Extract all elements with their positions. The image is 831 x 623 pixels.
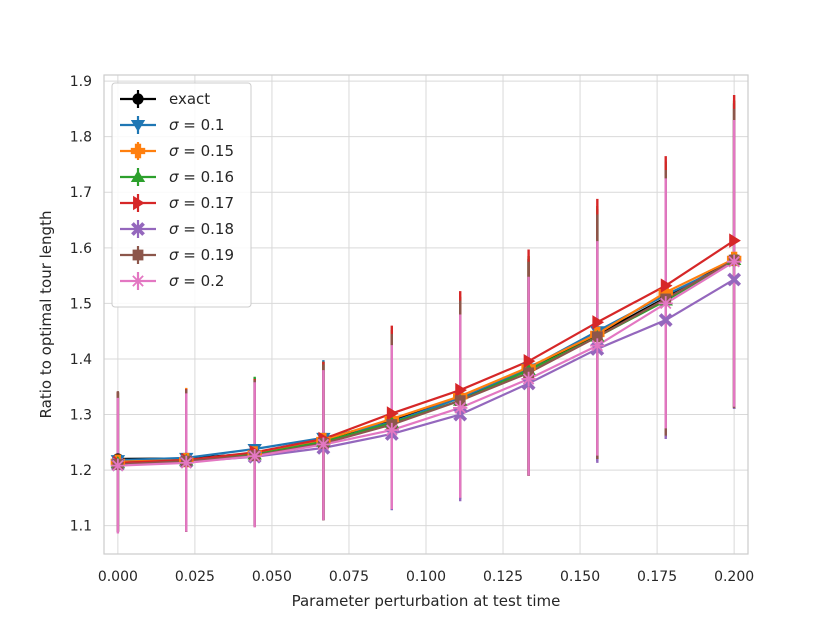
series-marker [131,222,145,236]
y-tick-label: 1.1 [70,519,92,535]
series-marker [130,273,146,289]
legend-label: σ = 0.17 [169,194,234,212]
x-axis-label: Parameter perturbation at test time [292,592,561,610]
legend-sigma-value: = 0.17 [179,194,235,212]
series-marker [521,371,536,387]
legend-sigma-value: = 0.19 [179,246,235,264]
legend-sigma-value: = 0.15 [179,142,235,160]
series-marker [658,296,673,311]
series-marker [247,449,262,464]
series-marker [729,233,741,248]
series-marker [727,272,742,287]
x-tick-label: 0.050 [252,569,292,585]
series-marker [591,331,603,343]
legend-frame [111,82,252,308]
series-lines [117,239,735,467]
y-tick-label: 1.3 [70,408,92,424]
series-marker [130,120,146,132]
series-marker [130,170,146,182]
series-marker [455,382,467,398]
legend-label: σ = 0.18 [169,220,234,238]
y-tick-label: 1.6 [70,241,92,257]
legend-sigma-value: = 0.1 [179,116,225,134]
legend: exact σ = 0.1 σ = 0.15 σ = 0.16 σ = 0.17 σ = … [111,82,252,308]
series-marker [133,195,145,211]
series-marker [132,249,144,261]
series-marker [453,400,468,416]
y-tick-label: 1.7 [70,185,92,201]
series-marker [386,406,399,421]
series-marker [179,455,194,471]
series-marker [130,143,146,159]
y-tick-label: 1.2 [70,463,92,479]
y-tick-label: 1.9 [70,74,92,90]
x-tick-label: 0.175 [637,569,677,585]
y-tick-label: 1.5 [70,296,92,312]
series-marker [132,93,144,105]
x-tick-label: 0.200 [714,569,754,585]
series-marker [590,338,605,353]
legend-label: σ = 0.1 [169,116,224,134]
x-tick-label: 0.075 [329,569,369,585]
y-axis-ticks: 1.1 1.2 1.3 1.4 1.5 1.6 1.7 1.8 1.9 [70,74,92,535]
x-tick-label: 0.125 [483,569,523,585]
series-marker [726,254,742,269]
series-line [117,239,735,464]
series-marker [384,422,399,438]
series-line [117,259,735,466]
series-marker [660,278,673,293]
series-line [117,260,735,467]
x-tick-label: 0.150 [560,569,600,585]
series-marker [316,437,331,452]
series-marker [454,395,466,407]
legend-label: σ = 0.2 [169,272,224,290]
series-marker [523,353,536,369]
legend-label: exact [169,90,210,108]
y-tick-label: 1.4 [70,352,92,368]
series-marker [658,285,673,300]
series-marker [592,315,605,330]
y-tick-label: 1.8 [70,130,92,146]
legend-sigma-value: = 0.18 [179,220,235,238]
legend-sigma-value: = 0.2 [179,272,225,290]
legend-label: σ = 0.19 [169,246,234,264]
series-marker [658,313,673,327]
x-axis-ticks: 0.000 0.025 0.050 0.075 0.100 0.125 0.150 0.175… [98,569,754,585]
y-axis-label: Ratio to optimal tour length [37,211,55,419]
legend-sigma-value: = 0.16 [179,168,235,186]
series-markers [110,233,742,473]
series-marker [110,458,126,473]
grid [104,75,748,554]
legend-label: σ = 0.15 [169,142,234,160]
plot-frame [103,74,749,555]
legend-label: σ = 0.16 [169,168,234,186]
x-tick-label: 0.100 [406,569,446,585]
x-tick-label: 0.000 [98,569,138,585]
x-tick-label: 0.025 [175,569,215,585]
